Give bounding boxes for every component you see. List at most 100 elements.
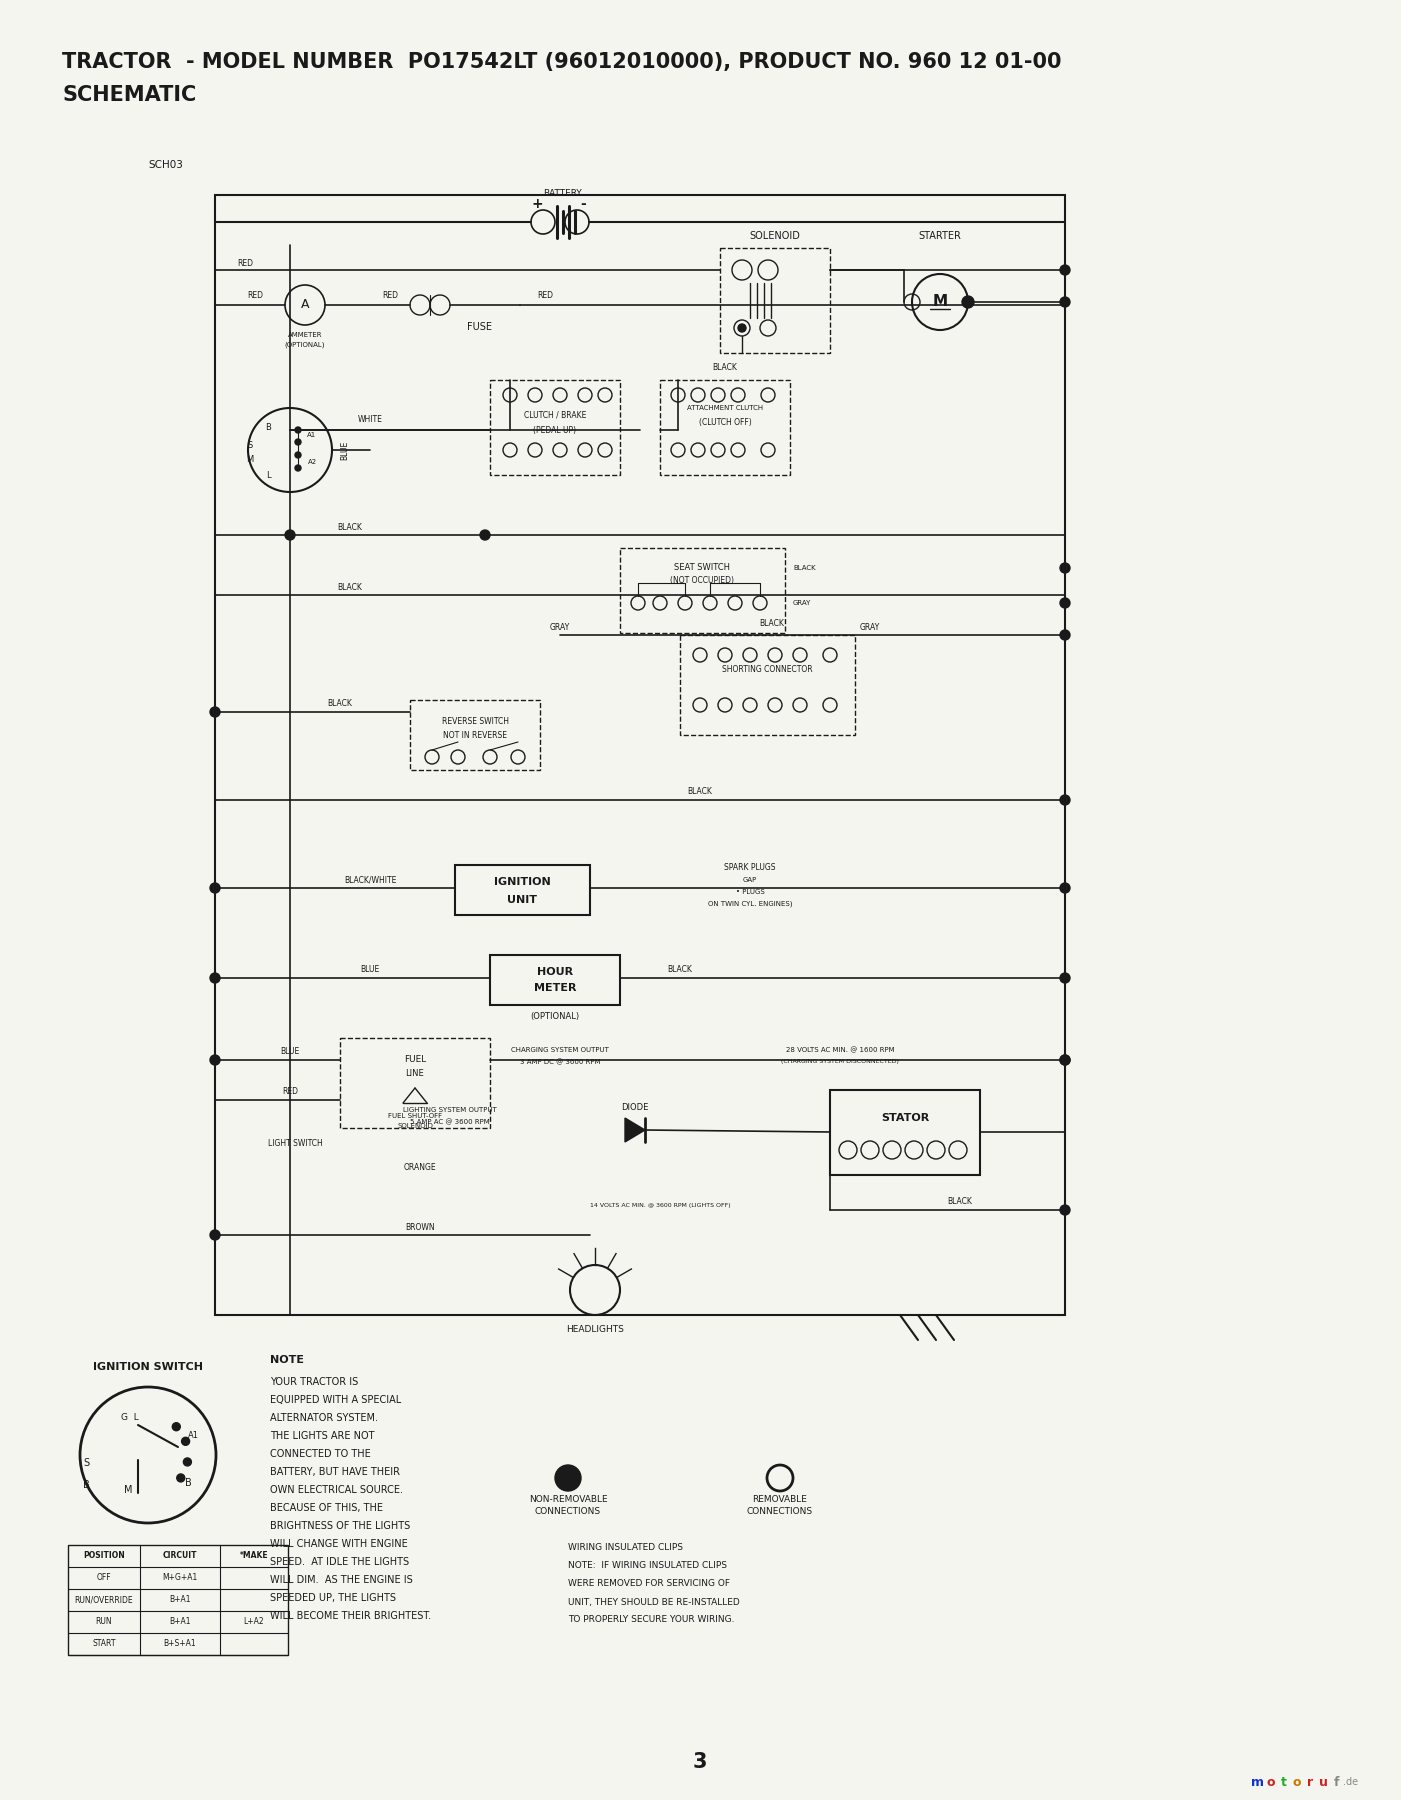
Text: (NOT OCCUPIED): (NOT OCCUPIED) <box>670 576 734 585</box>
Text: CLUTCH / BRAKE: CLUTCH / BRAKE <box>524 410 586 419</box>
Text: RUN: RUN <box>95 1618 112 1627</box>
Text: BRIGHTNESS OF THE LIGHTS: BRIGHTNESS OF THE LIGHTS <box>270 1521 410 1532</box>
Text: ORANGE: ORANGE <box>403 1163 436 1172</box>
Bar <box>490 380 621 475</box>
Text: RED: RED <box>237 259 254 268</box>
Text: METER: METER <box>534 983 576 994</box>
Text: BATTERY: BATTERY <box>544 189 583 198</box>
Text: THE LIGHTS ARE NOT: THE LIGHTS ARE NOT <box>270 1431 374 1442</box>
Text: +: + <box>531 196 542 211</box>
Text: BECAUSE OF THIS, THE: BECAUSE OF THIS, THE <box>270 1503 382 1514</box>
Circle shape <box>182 1438 189 1445</box>
Text: EQUIPPED WITH A SPECIAL: EQUIPPED WITH A SPECIAL <box>270 1395 401 1406</box>
Circle shape <box>1061 1204 1070 1215</box>
Text: TRACTOR  - MODEL NUMBER  PO17542LT (96012010000), PRODUCT NO. 960 12 01-00: TRACTOR - MODEL NUMBER PO17542LT (960120… <box>62 52 1062 72</box>
Text: BLACK: BLACK <box>947 1197 972 1206</box>
Text: .de: .de <box>1344 1777 1359 1787</box>
Text: (OPTIONAL): (OPTIONAL) <box>531 1012 580 1022</box>
Text: A2: A2 <box>307 459 317 464</box>
Text: LIGHTING SYSTEM OUTPUT: LIGHTING SYSTEM OUTPUT <box>403 1107 497 1112</box>
Text: UNIT: UNIT <box>507 895 537 905</box>
Text: r: r <box>1307 1775 1313 1789</box>
Text: 3: 3 <box>692 1751 708 1771</box>
Text: M: M <box>933 295 947 310</box>
Text: GAP: GAP <box>743 877 757 884</box>
Circle shape <box>1061 1055 1070 1066</box>
Text: BLUE: BLUE <box>280 1048 300 1057</box>
Text: B+A1: B+A1 <box>170 1618 191 1627</box>
Circle shape <box>1061 1055 1070 1066</box>
Circle shape <box>210 1229 220 1240</box>
Text: BLACK/WHITE: BLACK/WHITE <box>343 875 396 884</box>
Text: TO PROPERLY SECURE YOUR WIRING.: TO PROPERLY SECURE YOUR WIRING. <box>567 1616 734 1624</box>
Text: m: m <box>1251 1775 1265 1789</box>
Text: t: t <box>1281 1775 1288 1789</box>
Circle shape <box>1061 563 1070 572</box>
Circle shape <box>1061 884 1070 893</box>
Circle shape <box>296 452 301 457</box>
Text: NOT IN REVERSE: NOT IN REVERSE <box>443 731 507 740</box>
Text: REMOVABLE: REMOVABLE <box>752 1496 807 1505</box>
Text: -: - <box>580 196 586 211</box>
Text: CONNECTED TO THE: CONNECTED TO THE <box>270 1449 371 1460</box>
Bar <box>455 866 590 914</box>
Text: RED: RED <box>382 290 398 299</box>
Text: FUSE: FUSE <box>468 322 493 331</box>
Circle shape <box>1061 297 1070 308</box>
Circle shape <box>284 529 296 540</box>
Circle shape <box>184 1458 192 1465</box>
Text: ALTERNATOR SYSTEM.: ALTERNATOR SYSTEM. <box>270 1413 378 1424</box>
Text: u: u <box>1318 1775 1327 1789</box>
Text: L+A2: L+A2 <box>244 1618 265 1627</box>
Text: AMMETER: AMMETER <box>287 331 322 338</box>
Text: SOLENOID: SOLENOID <box>396 1123 433 1129</box>
Text: (OPTIONAL): (OPTIONAL) <box>284 342 325 347</box>
Text: A1: A1 <box>188 1431 199 1440</box>
Text: WIRING INSULATED CLIPS: WIRING INSULATED CLIPS <box>567 1544 684 1552</box>
Text: SCH03: SCH03 <box>149 160 184 169</box>
Circle shape <box>296 439 301 445</box>
Text: B: B <box>265 423 270 432</box>
Text: BLACK: BLACK <box>328 700 353 709</box>
Text: BLACK: BLACK <box>793 565 815 571</box>
Text: S: S <box>83 1458 90 1469</box>
Text: o: o <box>1293 1775 1302 1789</box>
Circle shape <box>1061 265 1070 275</box>
Text: BLUE: BLUE <box>360 965 380 974</box>
Text: BLACK: BLACK <box>688 788 713 796</box>
Text: A: A <box>301 299 310 311</box>
Circle shape <box>296 464 301 472</box>
Text: HOUR: HOUR <box>537 967 573 977</box>
Text: WERE REMOVED FOR SERVICING OF: WERE REMOVED FOR SERVICING OF <box>567 1580 730 1589</box>
Text: FUEL: FUEL <box>403 1055 426 1064</box>
Text: B+A1: B+A1 <box>170 1595 191 1604</box>
Text: 3 AMP DC @ 3600 RPM: 3 AMP DC @ 3600 RPM <box>520 1058 600 1066</box>
Circle shape <box>1061 630 1070 641</box>
Text: BLACK: BLACK <box>338 522 363 531</box>
Circle shape <box>555 1465 581 1490</box>
Text: B+S+A1: B+S+A1 <box>164 1640 196 1649</box>
Text: • PLUGS: • PLUGS <box>736 889 765 895</box>
Text: OFF: OFF <box>97 1573 111 1582</box>
Text: UNIT, THEY SHOULD BE RE-INSTALLED: UNIT, THEY SHOULD BE RE-INSTALLED <box>567 1598 740 1606</box>
Text: G  L: G L <box>120 1413 139 1422</box>
Text: DIODE: DIODE <box>621 1103 649 1112</box>
Text: HEADLIGHTS: HEADLIGHTS <box>566 1325 623 1334</box>
Text: L: L <box>266 470 270 479</box>
Text: SEAT SWITCH: SEAT SWITCH <box>674 563 730 572</box>
Text: STATOR: STATOR <box>881 1112 929 1123</box>
Text: (CLUTCH OFF): (CLUTCH OFF) <box>699 418 751 427</box>
Text: SPEED.  AT IDLE THE LIGHTS: SPEED. AT IDLE THE LIGHTS <box>270 1557 409 1568</box>
Bar <box>69 1544 289 1654</box>
Circle shape <box>738 324 745 331</box>
Text: RED: RED <box>537 290 553 299</box>
Text: 5 AMP AC @ 3600 RPM: 5 AMP AC @ 3600 RPM <box>410 1120 490 1125</box>
Bar <box>720 248 829 353</box>
Text: BLUE: BLUE <box>340 441 349 459</box>
Text: LIGHT SWITCH: LIGHT SWITCH <box>268 1139 322 1148</box>
Text: SPARK PLUGS: SPARK PLUGS <box>724 864 776 873</box>
Bar <box>660 380 790 475</box>
Circle shape <box>481 529 490 540</box>
Circle shape <box>1061 598 1070 608</box>
Circle shape <box>172 1422 181 1431</box>
